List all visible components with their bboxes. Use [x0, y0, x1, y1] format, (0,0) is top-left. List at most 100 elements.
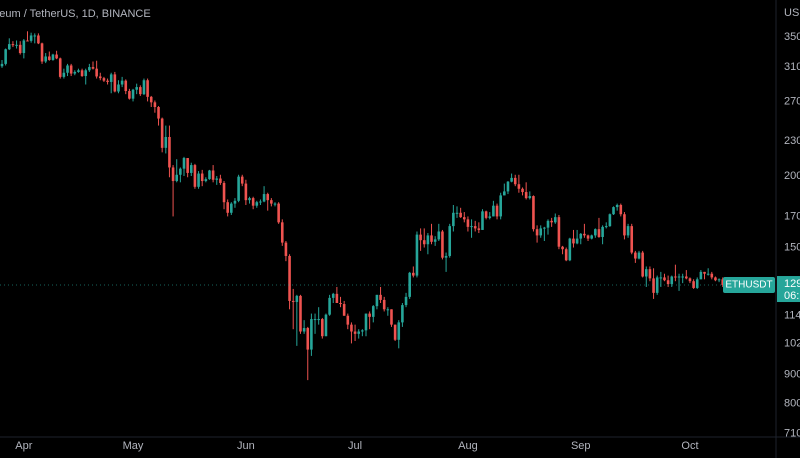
candle-body — [470, 226, 473, 228]
candle-body — [382, 299, 386, 310]
candle-body — [240, 176, 244, 184]
candle-body — [695, 279, 699, 288]
candle-body — [634, 252, 637, 259]
candle-body — [481, 211, 484, 230]
candle-body — [714, 277, 717, 281]
y-tick-label: 1500 — [784, 241, 800, 253]
candle-body — [113, 74, 117, 92]
candle-body — [364, 313, 368, 331]
candle-body — [66, 65, 69, 73]
candle-body — [641, 252, 644, 277]
candle-body — [390, 309, 393, 325]
candle-body — [412, 272, 415, 276]
candle-body — [179, 168, 182, 175]
candle-body — [353, 331, 357, 334]
candle-body — [666, 280, 670, 285]
candle-body — [146, 80, 149, 97]
candle-body — [426, 235, 430, 245]
candle-body — [586, 235, 590, 239]
y-tick-label: 2300 — [784, 135, 800, 147]
candle-body — [612, 207, 615, 215]
candle-body — [139, 87, 142, 95]
candle-body — [415, 234, 419, 276]
candle-body — [393, 324, 397, 340]
candle-body — [397, 322, 401, 340]
candle-body — [291, 300, 295, 302]
y-tick-label: 3500 — [784, 31, 800, 43]
candle-body — [513, 177, 517, 185]
candle-body — [120, 80, 124, 85]
candle-body — [648, 269, 652, 279]
candle-body — [557, 217, 561, 247]
candle-body — [568, 238, 572, 261]
candle-body — [317, 319, 320, 321]
candle-body — [310, 319, 313, 350]
candle-body — [91, 67, 95, 69]
candle-body — [4, 49, 7, 64]
candle-body — [655, 277, 659, 293]
chart-title: Ethereum / TetherUS, 1D, BINANCE — [0, 8, 151, 20]
candle-body — [44, 56, 47, 62]
x-tick-label: Sep — [571, 440, 591, 452]
candle-body — [401, 305, 404, 323]
candle-body — [251, 198, 255, 206]
candle-body — [331, 293, 335, 298]
y-tick-label: 710 — [784, 427, 800, 439]
y-tick-label: 1700 — [784, 210, 800, 222]
x-tick-label: Jul — [348, 440, 362, 452]
candle-body — [517, 184, 521, 189]
candle-body — [280, 222, 284, 243]
candle-body — [168, 136, 171, 168]
candle-body — [153, 102, 157, 107]
candle-body — [590, 235, 593, 239]
countdown: 06: — [784, 290, 799, 302]
candle-body — [69, 65, 73, 74]
candle-body — [466, 219, 470, 227]
candle-body — [15, 44, 18, 46]
candle-body — [408, 272, 411, 297]
candle-body — [22, 40, 26, 54]
candle-body — [186, 158, 189, 173]
candle-body — [495, 205, 499, 217]
candle-body — [721, 279, 725, 286]
candle-body — [670, 276, 674, 285]
candle-body — [233, 200, 237, 204]
candle-body — [357, 331, 361, 334]
candle-body — [295, 295, 299, 302]
candle-body — [219, 178, 222, 183]
candle-body — [55, 54, 58, 59]
candle-body — [7, 44, 11, 50]
candle-body — [117, 84, 120, 92]
candle-body — [58, 58, 62, 77]
candle-body — [102, 78, 106, 81]
symbol-tag-bg — [723, 277, 775, 294]
candle-body — [306, 328, 310, 350]
candle-body — [597, 229, 601, 237]
candle-body — [681, 276, 684, 278]
x-tick-label: Jun — [237, 440, 255, 452]
y-tick-label: 2700 — [784, 95, 800, 107]
candle-body — [80, 70, 84, 77]
candle-body — [441, 231, 444, 258]
candle-body — [339, 303, 342, 305]
candle-body — [149, 96, 153, 103]
candle-body — [484, 211, 488, 218]
candle-body — [237, 176, 240, 201]
candle-body — [270, 200, 273, 204]
x-tick-label: May — [123, 440, 144, 452]
candle-body — [521, 188, 524, 193]
candle-body — [717, 279, 721, 281]
candle-body — [77, 70, 80, 72]
candle-body — [88, 67, 91, 71]
symbol-tag: ETHUSDT — [725, 280, 772, 291]
candle-body — [564, 249, 568, 261]
candle-body — [579, 233, 583, 239]
candle-body — [488, 216, 492, 218]
candle-body — [692, 281, 695, 288]
candle-body — [230, 203, 233, 213]
candle-body — [211, 170, 215, 180]
x-tick-label: Oct — [681, 440, 698, 452]
candle-body — [422, 240, 426, 245]
candle-body — [663, 277, 666, 281]
